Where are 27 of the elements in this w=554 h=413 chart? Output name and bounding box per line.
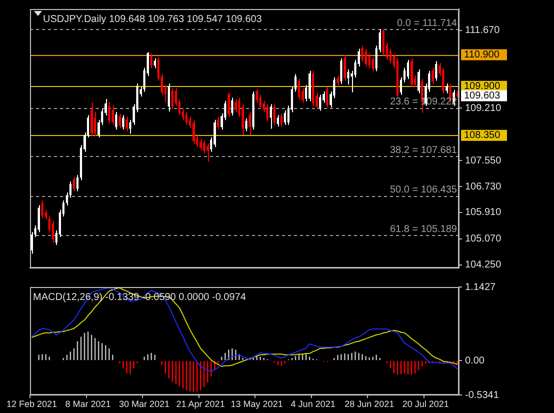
ref-line-label: 38.2 = 107.681 — [390, 145, 458, 156]
ref-line-label: 109.900 — [464, 81, 501, 92]
y-tick-label: 1.1427 — [465, 282, 496, 293]
y-tick-label: -0.5341 — [465, 390, 500, 401]
y-tick-label: 105.910 — [465, 207, 502, 218]
y-tick-label: 0.00 — [465, 355, 485, 366]
x-tick-label: 20 Jul 2021 — [402, 398, 449, 409]
x-tick-label: 28 Jun 2021 — [344, 398, 394, 409]
x-tick-label: 30 Mar 2021 — [119, 398, 170, 409]
text: USDJPY.Daily 109.648 109.763 109.547 109.603 — [43, 14, 262, 25]
y-tick-label: 109.210 — [465, 102, 502, 114]
x-tick-label: 13 May 2021 — [230, 398, 283, 409]
y-tick-label: 105.070 — [465, 234, 502, 245]
y-tick-label: 106.730 — [465, 181, 502, 192]
y-tick-label: 104.250 — [465, 260, 502, 271]
ref-line-label: 61.8 = 105.189 — [390, 224, 458, 235]
ref-line-label: 50.0 = 106.435 — [390, 184, 458, 196]
ref-line-label: 0.0 = 111.714 — [397, 18, 458, 29]
ref-line-label: 108.350 — [464, 130, 501, 142]
y-tick-label: 107.550 — [465, 155, 502, 166]
text: 109.603 — [464, 90, 501, 102]
x-tick-label: 12 Feb 2021 — [6, 398, 58, 409]
x-tick-label: 4 Jun 2021 — [290, 398, 336, 409]
ref-line-label: 110.900 — [464, 50, 500, 61]
y-tick-label: 111.670 — [465, 25, 500, 36]
x-tick-label: 8 Mar 2021 — [65, 398, 111, 409]
x-tick-label: 21 Apr 2021 — [176, 398, 225, 409]
